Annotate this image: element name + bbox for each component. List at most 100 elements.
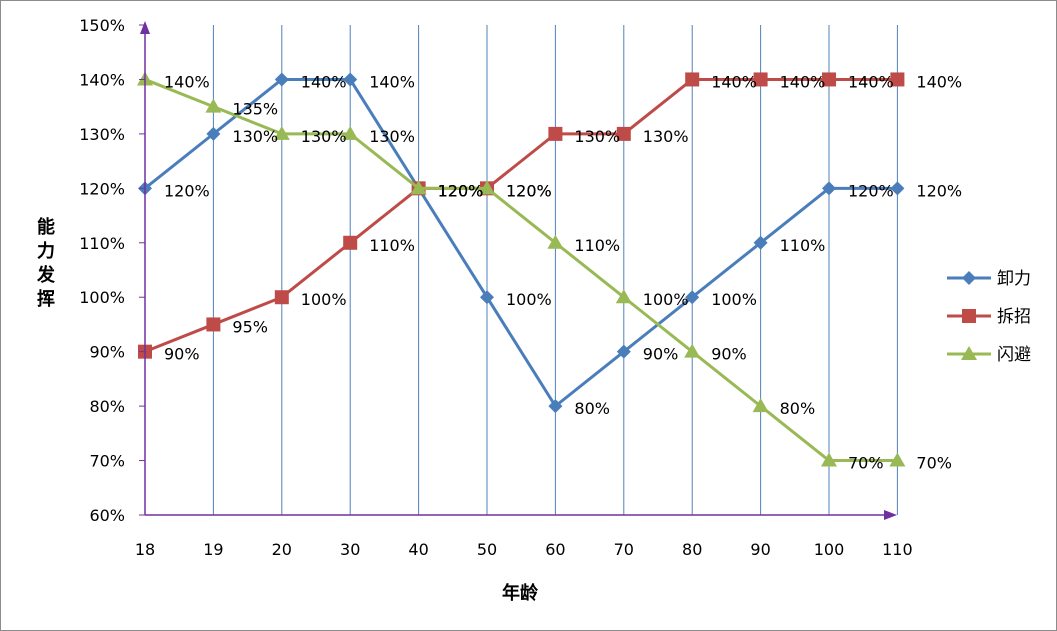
series-line [144, 77, 898, 354]
series-line [144, 77, 898, 408]
data-point [274, 290, 289, 305]
data-point [479, 180, 495, 195]
legend-marker [962, 271, 976, 285]
data-point [206, 126, 221, 141]
legend-item: 卸力 [947, 269, 1031, 289]
data-point [343, 72, 358, 87]
series-1 [138, 72, 905, 414]
data-point [684, 343, 701, 358]
data-label: 140% [369, 72, 415, 91]
data-label: 120% [916, 181, 962, 200]
tick-labels: 60% 70% 80% 90% 100% 110% 120% 130% 140% 150% 18 19… [79, 16, 912, 559]
x-tick-label: 19 [203, 540, 223, 559]
data-label: 140% [711, 72, 757, 91]
data-label: 120% [438, 181, 484, 200]
data-point [889, 452, 906, 467]
data-point [410, 180, 427, 195]
data-point [273, 125, 290, 140]
data-label: 100% [301, 290, 347, 309]
data-point [616, 126, 631, 141]
data-point [615, 289, 632, 304]
series-lines [137, 71, 906, 467]
data-label: 100% [506, 290, 552, 309]
x-tick-label: 60 [545, 540, 565, 559]
data-label: 95% [232, 317, 268, 336]
y-tick-label: 130% [79, 125, 125, 144]
data-label: 120% [164, 181, 210, 200]
data-point [343, 235, 358, 250]
y-tick-label: 60% [89, 506, 125, 525]
legend-item: 拆招 [947, 307, 1031, 327]
series-3 [137, 71, 906, 467]
legend-marker [962, 309, 976, 323]
data-label: 110% [369, 236, 415, 255]
data-label: 140% [780, 72, 826, 91]
data-label: 130% [301, 127, 347, 146]
data-point [685, 290, 700, 305]
series-line [144, 78, 898, 463]
data-point [822, 72, 836, 87]
data-label: 140% [916, 72, 962, 91]
data-label: 130% [643, 127, 689, 146]
x-tick-label: 80 [682, 540, 702, 559]
data-point [206, 317, 221, 332]
x-tick-label: 40 [408, 540, 428, 559]
x-tick-label: 20 [272, 540, 292, 559]
y-axis-arrow [140, 21, 150, 34]
legend-label: 卸力 [997, 269, 1031, 289]
x-axis-arrow [884, 510, 897, 520]
x-tick-label: 18 [135, 540, 155, 559]
data-point [752, 398, 769, 413]
legend-item: 闪避 [947, 345, 1031, 365]
y-tick-label: 120% [79, 179, 125, 198]
y-tick-label: 110% [79, 234, 125, 253]
data-point [480, 290, 494, 305]
data-point [821, 452, 837, 467]
data-label: 110% [780, 236, 826, 255]
data-label: 110% [574, 236, 620, 255]
data-point [822, 181, 836, 196]
y-tick-label: 140% [79, 70, 125, 89]
data-point [548, 126, 563, 141]
x-tick-label: 70 [614, 540, 634, 559]
data-label: 130% [574, 127, 620, 146]
data-point [890, 72, 905, 87]
data-label: 100% [711, 290, 757, 309]
legend-marker [961, 346, 977, 360]
data-point [205, 98, 222, 113]
y-tick-label: 70% [89, 452, 125, 471]
x-tick-label: 100 [814, 540, 845, 559]
x-tick-label: 90 [750, 540, 770, 559]
data-label: 135% [232, 100, 278, 119]
y-axis-title: 能力发挥 [36, 216, 56, 310]
data-point [685, 72, 700, 87]
x-axis-title: 年龄 [502, 582, 539, 604]
legend-label: 闪避 [997, 345, 1031, 365]
data-label: 90% [643, 345, 679, 364]
axes [139, 21, 897, 520]
data-point [547, 234, 564, 249]
data-label: 90% [711, 345, 747, 364]
y-tick-label: 150% [79, 16, 125, 35]
data-point [753, 235, 768, 250]
data-label: 120% [848, 181, 894, 200]
data-point [890, 181, 905, 196]
data-point [753, 72, 768, 87]
data-point [548, 399, 563, 414]
data-label: 140% [164, 72, 210, 91]
data-label: 70% [916, 454, 952, 473]
data-label: 130% [369, 127, 415, 146]
data-label: 90% [164, 345, 200, 364]
data-label: 120% [506, 181, 552, 200]
data-label: 140% [301, 72, 347, 91]
data-label: 130% [232, 127, 278, 146]
y-tick-label: 80% [89, 397, 125, 416]
x-tick-label: 110 [882, 540, 913, 559]
data-point [274, 72, 289, 87]
grid-lines [212, 25, 898, 515]
data-point [342, 125, 359, 140]
data-label: 100% [643, 290, 689, 309]
